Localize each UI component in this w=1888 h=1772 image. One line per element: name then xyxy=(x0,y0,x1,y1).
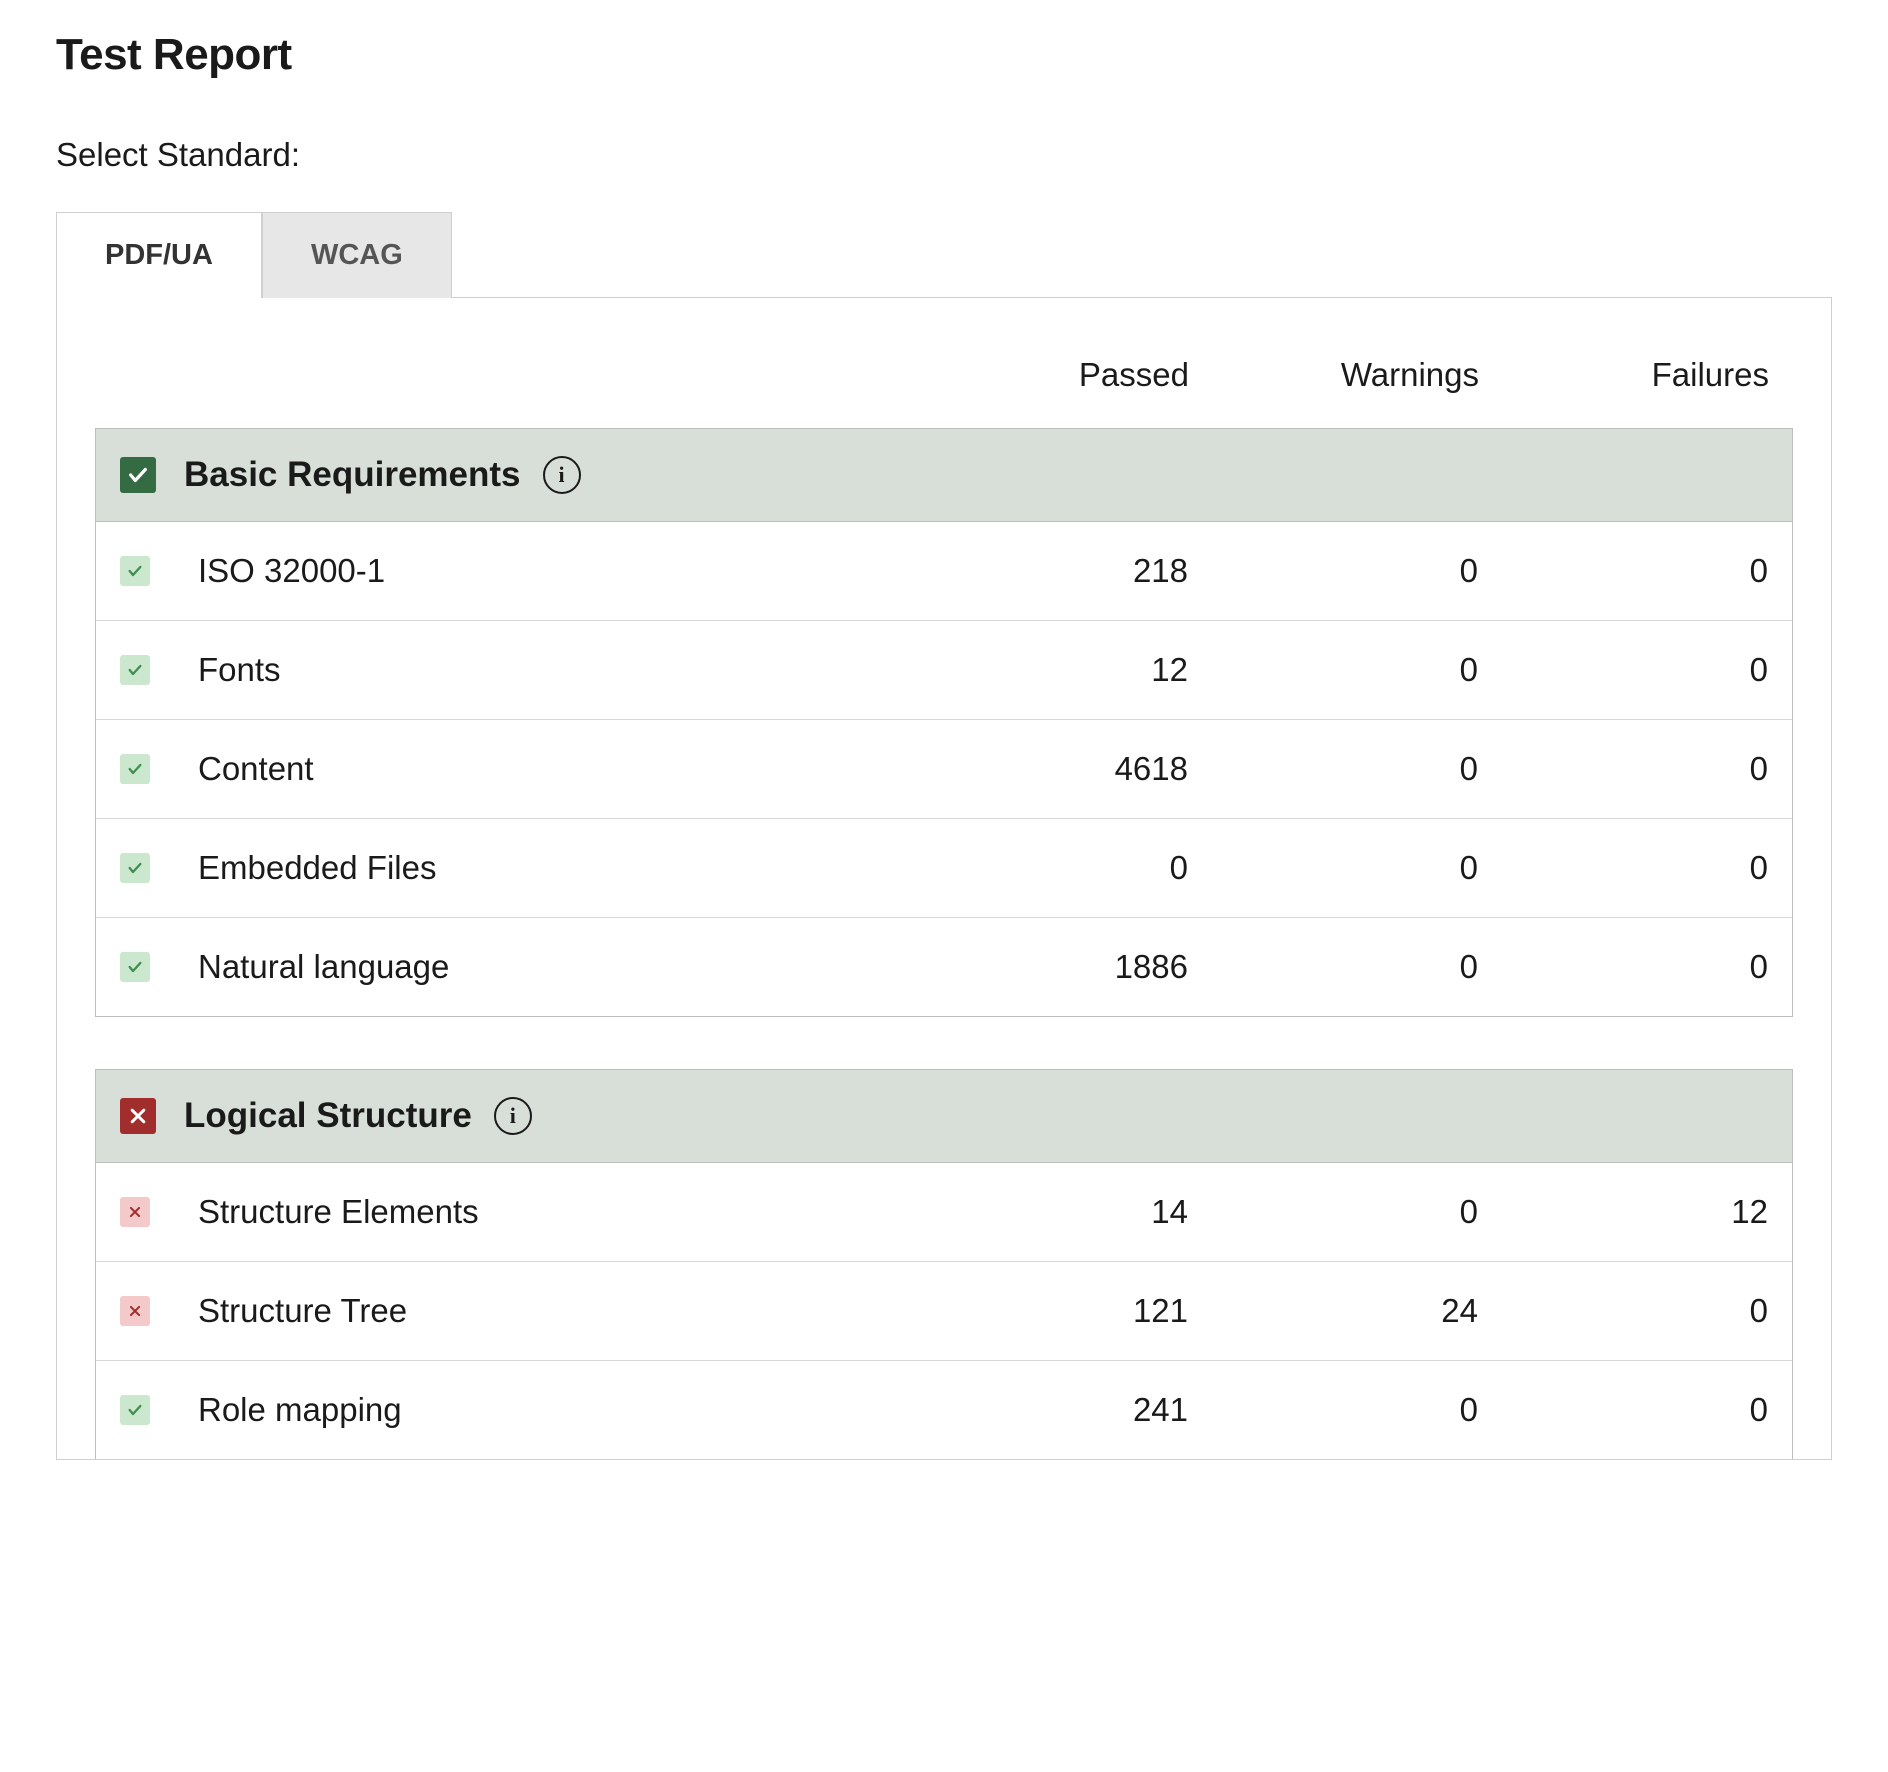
row-warnings: 24 xyxy=(1188,1292,1478,1330)
row-warnings: 0 xyxy=(1188,1193,1478,1231)
table-row[interactable]: Structure Elements 14 0 12 xyxy=(96,1163,1792,1262)
row-passed: 0 xyxy=(898,849,1188,887)
row-label: Structure Tree xyxy=(184,1292,898,1330)
row-warnings: 0 xyxy=(1188,750,1478,788)
row-passed: 121 xyxy=(898,1292,1188,1330)
col-warnings: Warnings xyxy=(1189,356,1479,394)
col-passed: Passed xyxy=(899,356,1189,394)
section-logical-structure: Logical Structure i Structure Elements 1… xyxy=(95,1069,1793,1459)
table-row[interactable]: Fonts 12 0 0 xyxy=(96,621,1792,720)
check-icon xyxy=(120,556,150,586)
row-passed: 1886 xyxy=(898,948,1188,986)
tab-wcag[interactable]: WCAG xyxy=(262,212,452,298)
row-passed: 14 xyxy=(898,1193,1188,1231)
row-label: Structure Elements xyxy=(184,1193,898,1231)
check-icon xyxy=(120,853,150,883)
row-warnings: 0 xyxy=(1188,948,1478,986)
info-icon[interactable]: i xyxy=(543,456,581,494)
tab-pdfua[interactable]: PDF/UA xyxy=(56,212,262,298)
col-failures: Failures xyxy=(1479,356,1769,394)
row-label: Embedded Files xyxy=(184,849,898,887)
row-label: Fonts xyxy=(184,651,898,689)
table-row[interactable]: Embedded Files 0 0 0 xyxy=(96,819,1792,918)
table-row[interactable]: ISO 32000-1 218 0 0 xyxy=(96,522,1792,621)
table-row[interactable]: Structure Tree 121 24 0 xyxy=(96,1262,1792,1361)
table-row[interactable]: Content 4618 0 0 xyxy=(96,720,1792,819)
row-failures: 0 xyxy=(1478,552,1768,590)
row-passed: 4618 xyxy=(898,750,1188,788)
row-label: Role mapping xyxy=(184,1391,898,1429)
row-warnings: 0 xyxy=(1188,849,1478,887)
section-title: Logical Structure xyxy=(184,1096,472,1136)
select-standard-label: Select Standard: xyxy=(56,136,1832,174)
report-panel: Passed Warnings Failures Basic Requireme… xyxy=(56,297,1832,1460)
info-icon[interactable]: i xyxy=(494,1097,532,1135)
section-header[interactable]: Logical Structure i xyxy=(96,1070,1792,1163)
x-icon xyxy=(120,1296,150,1326)
check-icon xyxy=(120,952,150,982)
x-icon xyxy=(120,1098,156,1134)
row-label: Natural language xyxy=(184,948,898,986)
check-icon xyxy=(120,1395,150,1425)
row-warnings: 0 xyxy=(1188,651,1478,689)
section-header[interactable]: Basic Requirements i xyxy=(96,429,1792,522)
row-failures: 0 xyxy=(1478,1391,1768,1429)
page-title: Test Report xyxy=(56,30,1832,80)
x-icon xyxy=(120,1197,150,1227)
tabs: PDF/UA WCAG xyxy=(56,212,1832,298)
table-row[interactable]: Role mapping 241 0 0 xyxy=(96,1361,1792,1459)
row-failures: 0 xyxy=(1478,651,1768,689)
table-row[interactable]: Natural language 1886 0 0 xyxy=(96,918,1792,1016)
row-warnings: 0 xyxy=(1188,552,1478,590)
row-passed: 218 xyxy=(898,552,1188,590)
row-failures: 12 xyxy=(1478,1193,1768,1231)
check-icon xyxy=(120,655,150,685)
row-warnings: 0 xyxy=(1188,1391,1478,1429)
row-failures: 0 xyxy=(1478,1292,1768,1330)
row-failures: 0 xyxy=(1478,849,1768,887)
row-failures: 0 xyxy=(1478,948,1768,986)
row-passed: 12 xyxy=(898,651,1188,689)
row-label: Content xyxy=(184,750,898,788)
row-failures: 0 xyxy=(1478,750,1768,788)
section-basic-requirements: Basic Requirements i ISO 32000-1 218 0 0… xyxy=(95,428,1793,1017)
row-label: ISO 32000-1 xyxy=(184,552,898,590)
section-title: Basic Requirements xyxy=(184,455,521,495)
check-icon xyxy=(120,457,156,493)
row-passed: 241 xyxy=(898,1391,1188,1429)
check-icon xyxy=(120,754,150,784)
column-headers: Passed Warnings Failures xyxy=(95,336,1793,428)
